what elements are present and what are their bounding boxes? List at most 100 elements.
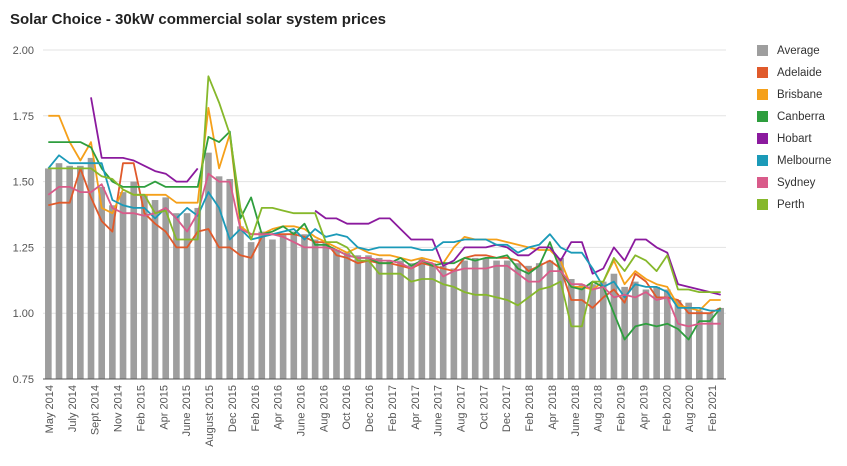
x-tick-label: Apr 2015 <box>158 385 170 430</box>
bar-average <box>418 257 426 379</box>
bar-average <box>194 207 202 379</box>
legend-label-adelaide: Adelaide <box>777 67 822 79</box>
bar-average <box>183 213 191 379</box>
legend-label-canberra: Canberra <box>777 111 826 123</box>
y-tick-label: 1.75 <box>13 111 34 123</box>
bar-average <box>98 186 106 379</box>
bar-average <box>482 257 490 379</box>
bar-average <box>599 281 607 379</box>
bar-average <box>631 281 639 379</box>
bar-average <box>173 213 180 379</box>
y-tick-label: 1.25 <box>13 242 34 254</box>
bar-average <box>205 152 212 379</box>
line-perth <box>48 75 721 328</box>
line-brisbane <box>48 107 721 312</box>
chart-title: Solar Choice - 30kW commercial solar sys… <box>10 11 386 28</box>
bar-average <box>386 260 394 379</box>
x-tick-label: June 2016 <box>295 385 307 436</box>
x-tick-label: Aug 2016 <box>318 385 330 432</box>
x-tick-label: Apr 2017 <box>410 385 422 430</box>
legend-swatch-brisbane <box>757 89 768 100</box>
bar-average <box>546 260 554 379</box>
bar-average <box>685 302 692 379</box>
y-axis: 0.75 1.00 1.25 1.50 1.75 2.00 <box>13 45 34 386</box>
bar-average <box>258 231 266 379</box>
bar-average <box>642 289 650 379</box>
x-tick-label: Dec 2015 <box>227 385 239 432</box>
bar-average <box>535 263 543 379</box>
x-tick-label: June 2018 <box>570 385 582 436</box>
bar-average <box>87 157 95 379</box>
bars-average <box>45 152 724 379</box>
bar-average <box>162 197 170 379</box>
x-tick-label: August 2015 <box>204 385 216 447</box>
bar-average <box>237 226 244 379</box>
x-tick-label: Feb 2018 <box>524 385 536 431</box>
bar-average <box>653 286 660 379</box>
bar-average <box>567 278 575 379</box>
line-melbourne <box>47 154 721 312</box>
legend-swatch-canberra <box>757 111 768 122</box>
series-lines <box>47 75 722 341</box>
bar-average <box>493 260 500 379</box>
x-tick-label: Feb 2015 <box>135 385 147 431</box>
x-tick-label: Feb 2017 <box>387 385 399 431</box>
x-tick-label: Nov 2014 <box>113 385 125 432</box>
bar-average <box>589 284 596 379</box>
bar-average <box>717 307 724 379</box>
x-tick-label: Feb 2021 <box>707 385 719 431</box>
bar-average <box>407 263 415 379</box>
x-tick-label: Oct 2016 <box>341 385 353 430</box>
legend-label-sydney: Sydney <box>777 177 816 189</box>
bar-average <box>397 260 404 379</box>
legend-swatch-average <box>757 45 768 56</box>
x-tick-label: Aug 2020 <box>684 385 696 432</box>
bar-average <box>66 165 73 379</box>
legend-swatch-adelaide <box>757 67 768 78</box>
bar-average <box>450 268 458 379</box>
legend-swatch-perth <box>757 199 768 210</box>
x-tick-label: Feb 2019 <box>616 385 628 431</box>
legend-swatch-melbourne <box>757 155 768 166</box>
x-tick-label: Aug 2017 <box>456 385 468 432</box>
bar-average <box>663 289 671 379</box>
line-sydney <box>47 172 721 328</box>
x-tick-label: Feb 2020 <box>661 385 673 431</box>
bar-average <box>525 265 532 379</box>
x-tick-label: Apr 2018 <box>547 385 559 430</box>
x-tick-label: June 2017 <box>433 385 445 436</box>
x-tick-label: Dec 2017 <box>501 385 513 432</box>
line-hobart <box>90 97 721 296</box>
y-tick-label: 1.50 <box>13 177 34 189</box>
bar-average <box>514 263 522 379</box>
legend-label-perth: Perth <box>777 199 805 211</box>
bar-average <box>354 255 362 379</box>
bar-average <box>226 178 234 379</box>
x-tick-label: July 2014 <box>67 385 79 432</box>
x-tick-label: Oct 2017 <box>478 385 490 430</box>
bar-average <box>471 257 479 379</box>
bar-average <box>706 313 714 379</box>
legend-label-melbourne: Melbourne <box>777 155 831 167</box>
line-canberra <box>48 130 722 341</box>
bar-average <box>429 263 436 379</box>
bar-average <box>215 176 223 379</box>
x-tick-label: Apr 2016 <box>273 385 285 430</box>
bar-average <box>45 168 52 379</box>
bar-average <box>119 192 127 379</box>
y-tick-label: 2.00 <box>13 45 34 57</box>
bar-average <box>55 163 63 379</box>
x-tick-label: Aug 2018 <box>593 385 605 432</box>
bar-average <box>279 234 287 379</box>
bar-average <box>322 242 330 379</box>
bar-average <box>610 273 618 379</box>
bar-average <box>269 239 276 379</box>
legend-label-brisbane: Brisbane <box>777 89 822 101</box>
bar-average <box>439 265 447 379</box>
legend: Average Adelaide Brisbane Canberra Hobart Mel… <box>757 45 831 211</box>
legend-swatch-sydney <box>757 177 768 188</box>
bar-average <box>503 260 511 379</box>
bar-average <box>578 284 586 379</box>
bar-average <box>333 250 340 379</box>
